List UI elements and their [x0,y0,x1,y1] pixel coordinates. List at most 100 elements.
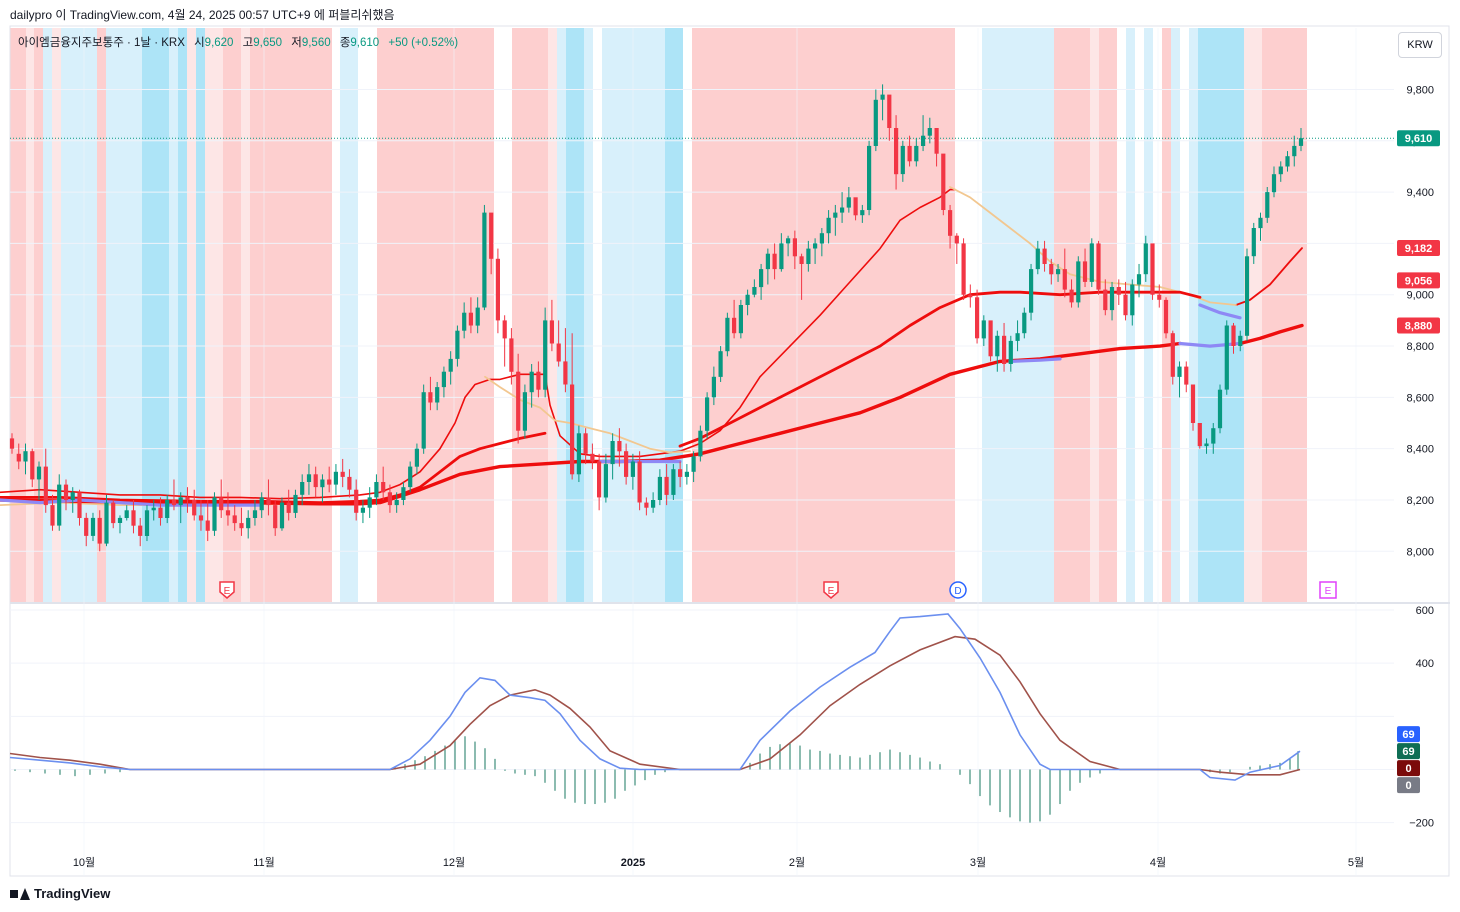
candle [772,243,777,280]
candle-body [381,482,386,493]
candle [1123,281,1128,321]
candle [678,461,683,488]
candle [549,299,554,352]
macd-signal-line [9,635,1301,776]
candle [921,115,926,152]
candle-body [887,94,892,128]
candle [97,510,102,552]
candle-body [792,238,797,257]
candle [1056,263,1061,282]
candle [664,464,669,506]
macd-tag-label: 0 [1405,780,1411,792]
candle-body [516,371,521,431]
candle-body [934,128,939,154]
candle-body [1177,366,1182,377]
candle [232,505,237,531]
candle [455,325,460,367]
candle [1103,279,1108,316]
candle [563,328,568,393]
price-tag: 8,880 [1397,317,1440,334]
candle-body [583,433,588,454]
candle-body [77,492,82,518]
candle-body [786,238,791,244]
candle-body [1062,269,1067,290]
candle [313,466,318,498]
candle [273,499,278,536]
candle-body [1163,299,1169,334]
candle [880,84,885,121]
candle-body [509,338,514,372]
candle [468,297,473,334]
time-tick-label: 5월 [1348,856,1364,869]
candle-body [111,502,116,524]
candle-body [914,145,919,162]
candle-body [387,492,392,506]
candle-body [482,212,487,308]
candle [306,464,312,495]
candle [826,210,831,244]
event-marker-label: E [224,586,231,597]
candle-body [873,99,878,146]
symbol-name[interactable]: 아이엠금융지주보통주 · 1날 · KRX [18,37,185,49]
candle [1271,166,1277,198]
candle [570,333,575,480]
grid-lines [9,25,1450,877]
candle-body [536,371,541,390]
price-tag: 9,182 [1397,240,1440,257]
candle [779,233,784,272]
candle [624,443,629,485]
macd-tick-label: 600 [1416,605,1434,617]
candle-body [894,128,899,175]
candle-body [57,484,62,526]
candle [414,443,419,475]
candle [968,284,973,308]
footer-brand[interactable]: TradingView [10,886,110,901]
candle-body [1056,269,1061,275]
candle [529,364,534,408]
candle [435,381,440,411]
candle [813,238,818,264]
candle-body [97,517,102,544]
candle-body [941,153,946,210]
currency-button[interactable]: KRW [1398,32,1442,58]
background-band [566,28,584,602]
high-label: 고 [242,37,254,49]
candle-body [691,456,696,472]
background-band [1144,28,1153,602]
candle-body [246,517,251,529]
candle-body [799,256,804,264]
background-band [223,28,241,602]
price-tag-bg [1397,317,1440,334]
candle [84,512,89,547]
candle [421,384,426,454]
candle [536,361,541,398]
candle-body [16,453,21,462]
candle [1062,248,1067,298]
candle [887,94,892,141]
candle-body [205,520,210,531]
macd-tag-bg [1397,760,1420,777]
price-tick-label: 8,000 [1406,546,1434,558]
background-band [187,28,196,602]
candle-body [880,94,885,100]
candle [394,492,399,513]
candle [482,204,487,311]
candle [185,487,190,513]
candle-body [826,217,831,234]
candle-body [63,484,69,500]
candle [367,487,372,518]
candle [833,204,838,236]
macd-tick-label: −200 [1409,818,1434,830]
candle [252,499,258,526]
candle-body [266,497,271,506]
candle-body [752,287,757,295]
candle-body [448,358,453,372]
background-band [982,28,1054,602]
candle-body [779,243,784,270]
candle [1190,384,1196,431]
candle-body [50,505,55,526]
candle [840,192,845,223]
candle-body [104,502,109,544]
candle-body [320,479,325,488]
